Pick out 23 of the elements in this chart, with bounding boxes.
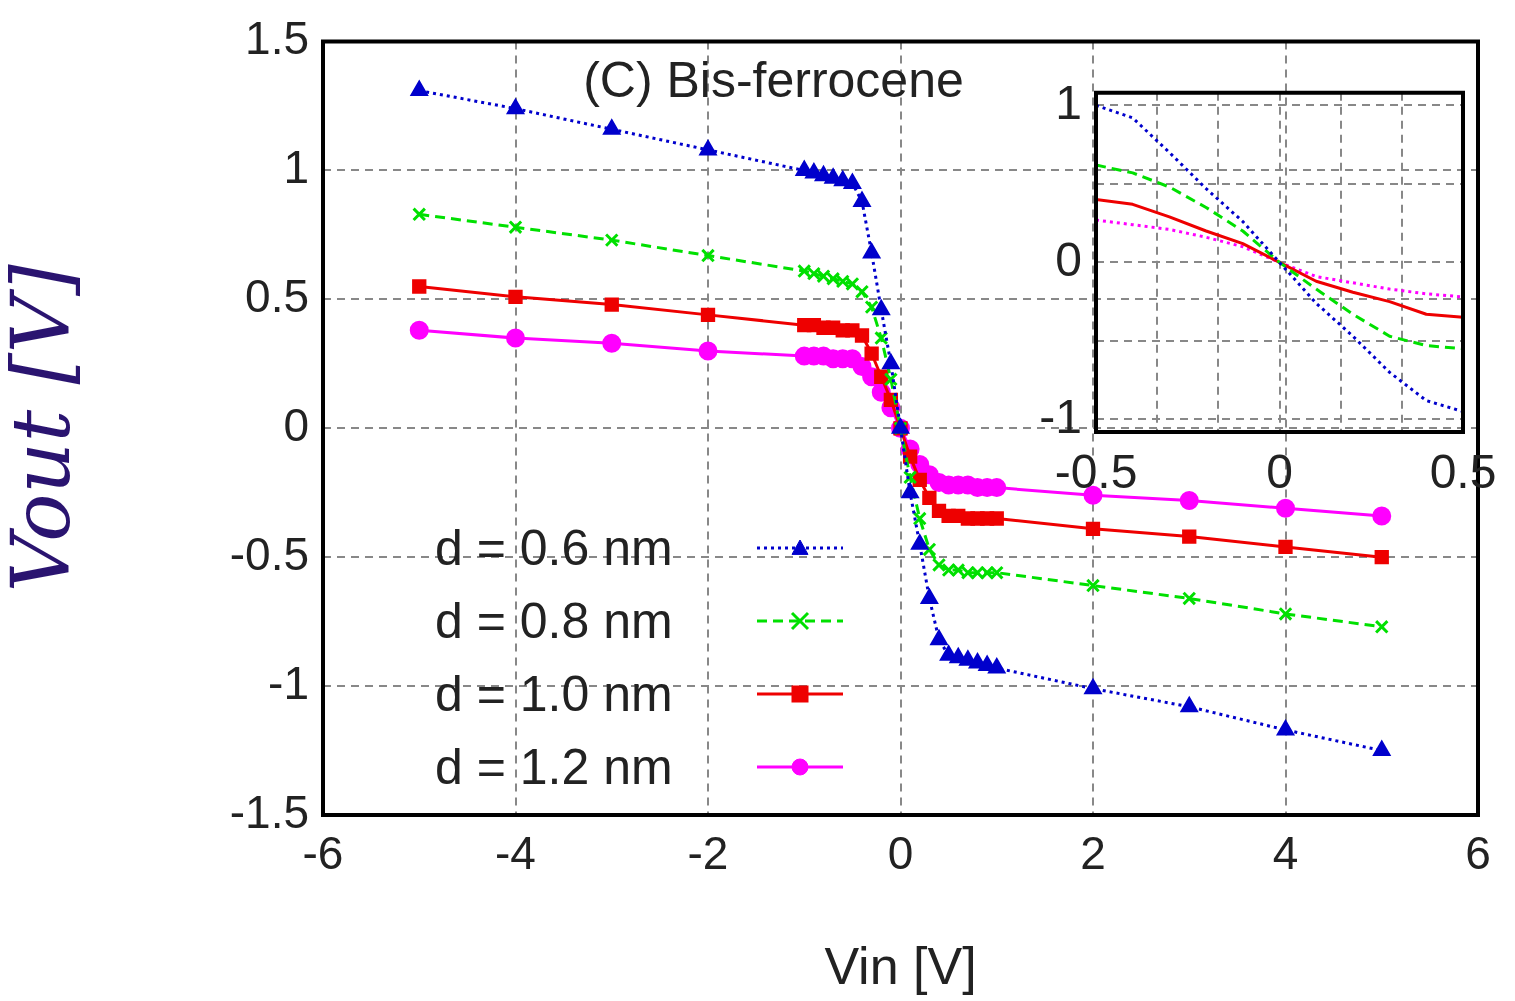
legend-label: d = 0.8 nm [435, 592, 674, 650]
x-tick-label: -2 [687, 827, 729, 880]
y-tick-label: 0 [283, 398, 309, 451]
x-tick-label: 0 [1266, 445, 1293, 499]
y-tick-label: 0 [1055, 232, 1082, 286]
y-tick-label: -1 [268, 656, 309, 709]
x-tick-label: 0 [887, 827, 914, 880]
x-tick-label: -4 [495, 827, 536, 880]
y-tick-label: -0.5 [229, 527, 309, 580]
y-axis-title: Vout [V] [0, 263, 88, 593]
y-tick-label: -1 [1039, 389, 1082, 443]
legend-label: d = 0.6 nm [435, 519, 674, 577]
y-tick-label: 1 [283, 141, 309, 194]
chart-title: (C) Bis-ferrocene [583, 52, 964, 109]
legend-label: d = 1.2 nm [435, 738, 674, 796]
x-tick-label: 4 [1272, 827, 1299, 880]
x-axis-title: Vin [V] [824, 937, 977, 996]
y-tick-label: 1.5 [245, 12, 309, 65]
legend-label: d = 1.0 nm [435, 665, 674, 723]
y-tick-label: 1 [1055, 75, 1082, 129]
x-tick-label: 6 [1465, 827, 1491, 880]
y-tick-label: 0.5 [245, 270, 309, 323]
x-tick-label: 2 [1080, 827, 1106, 880]
